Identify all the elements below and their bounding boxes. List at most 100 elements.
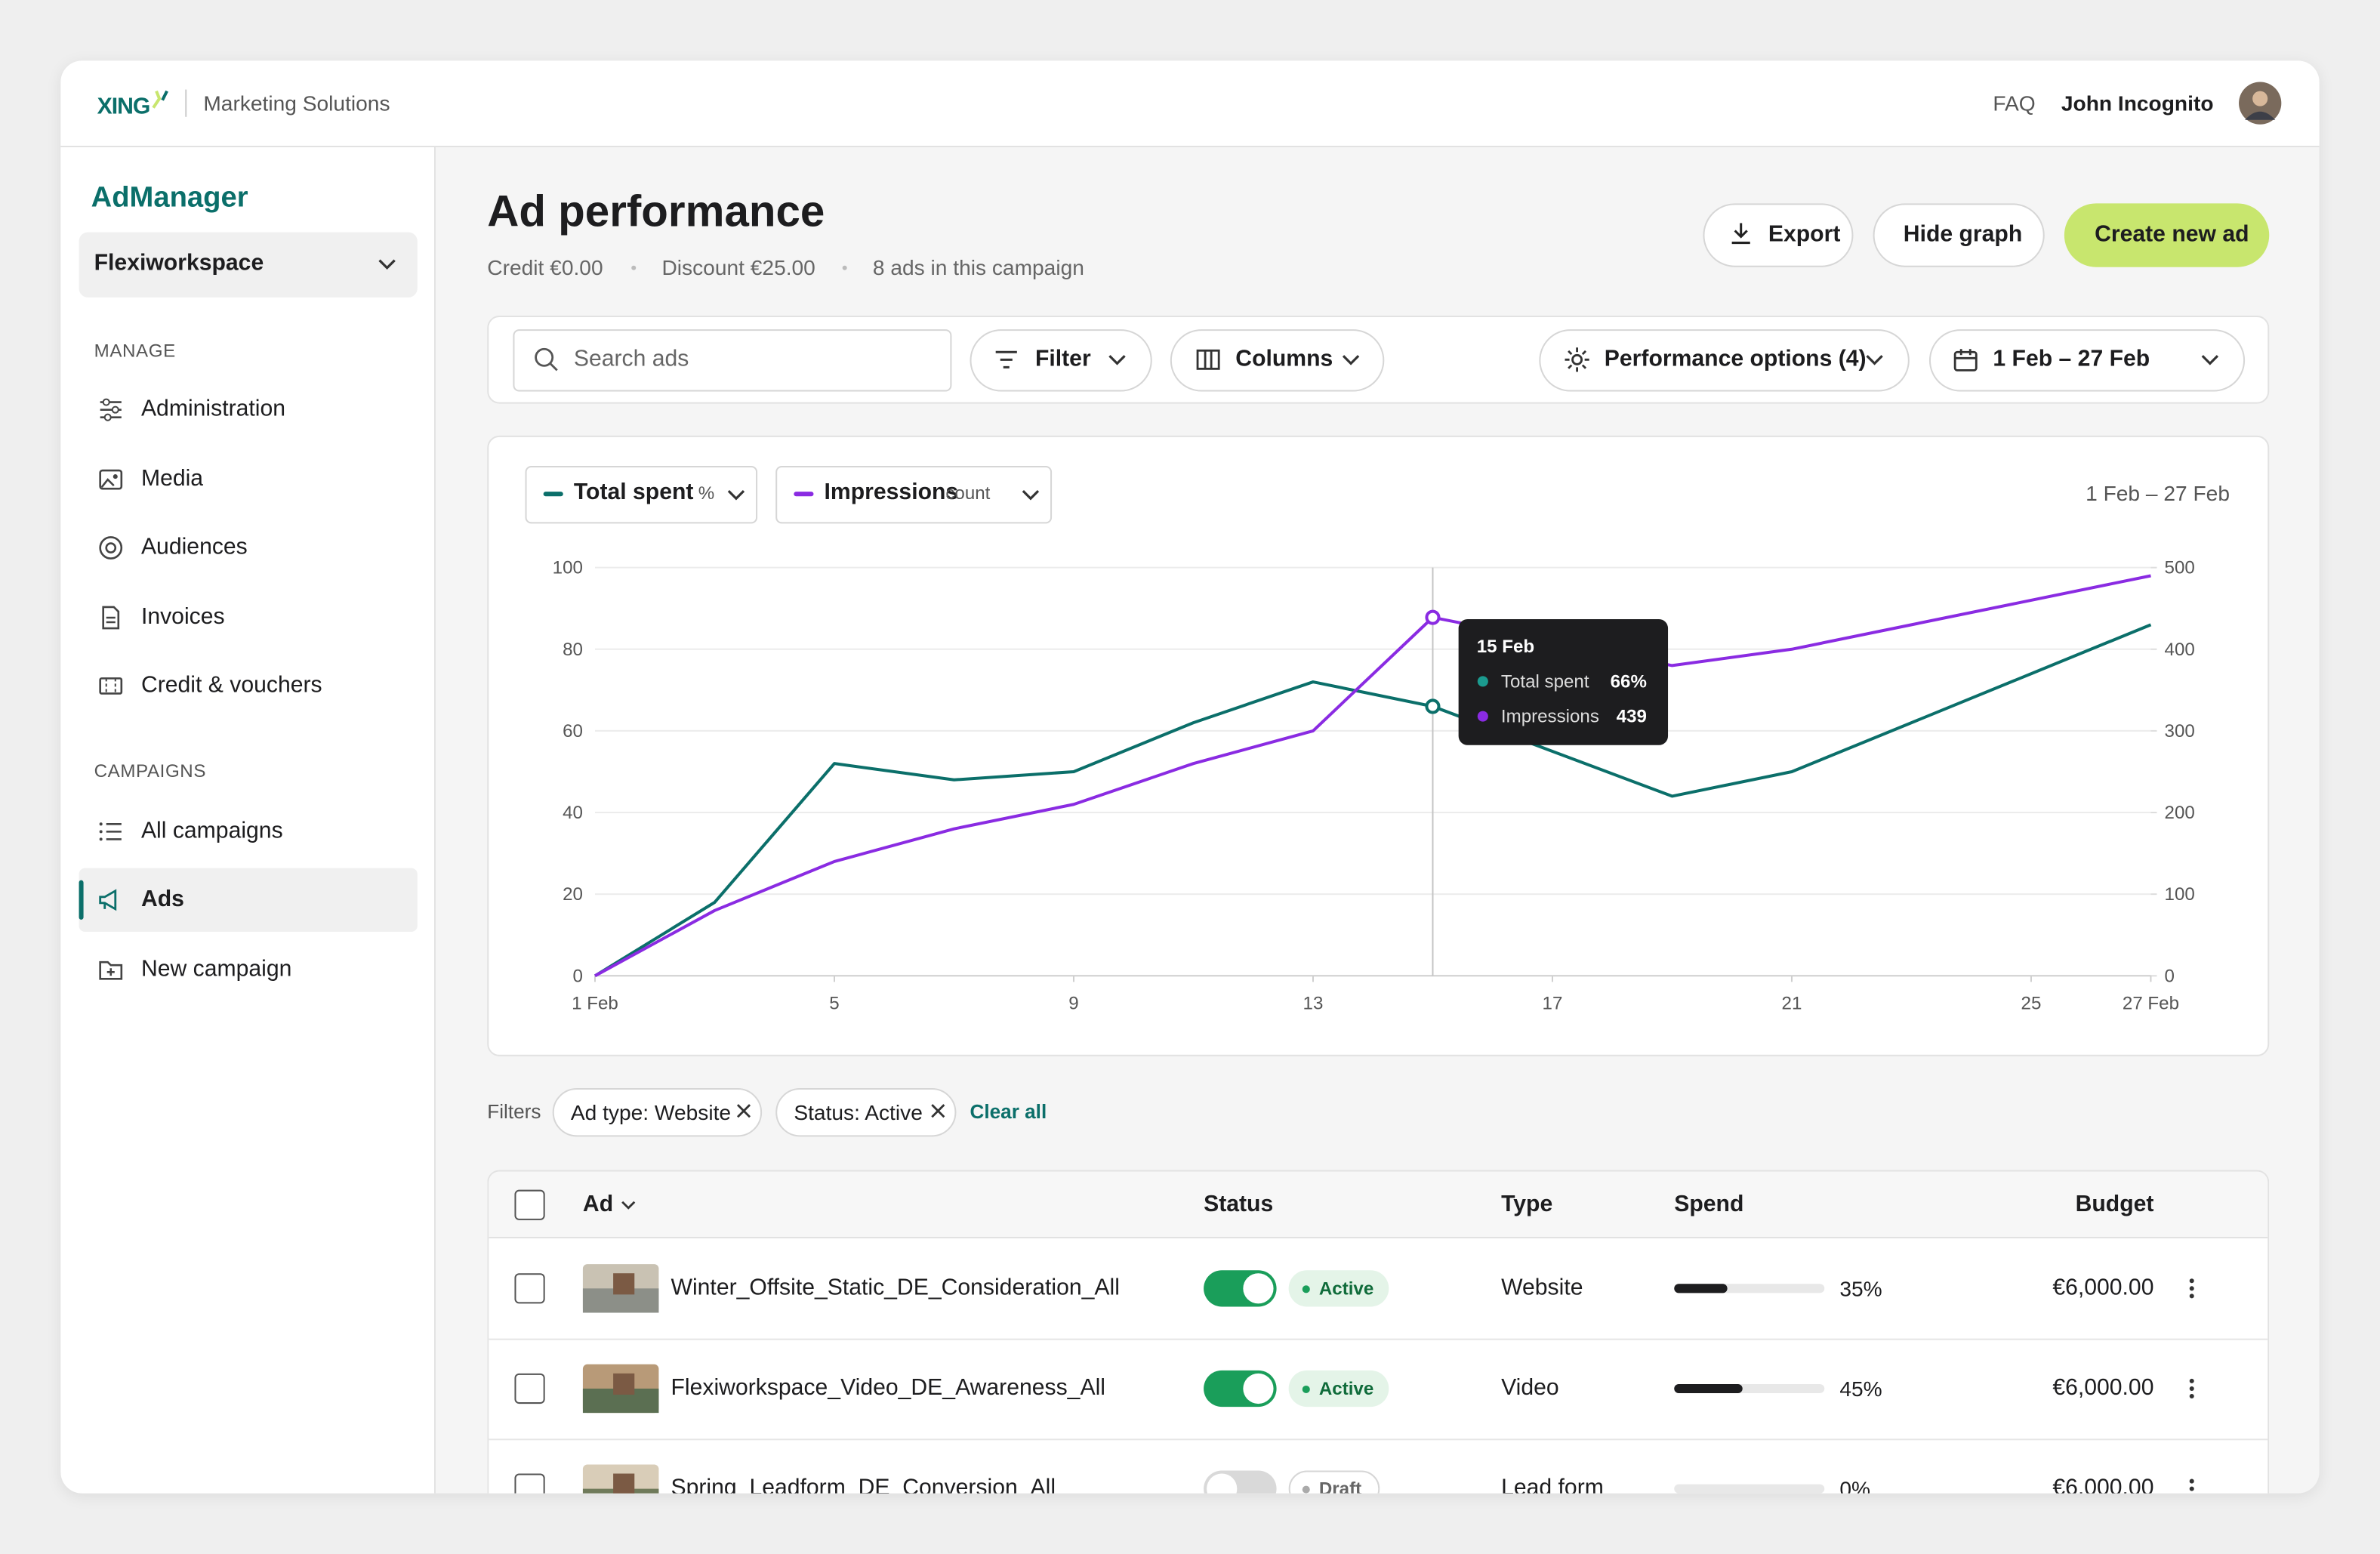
search-input[interactable] xyxy=(513,329,952,392)
icon-part xyxy=(99,536,123,560)
status-dot xyxy=(1302,1285,1310,1293)
nav-icon xyxy=(99,677,123,695)
checkbox[interactable] xyxy=(514,1373,545,1404)
nav-item[interactable]: New campaign xyxy=(140,956,292,982)
user-name: John Incognito xyxy=(2061,91,2214,116)
x-tick-label: 5 xyxy=(829,994,839,1014)
legend-unit: count xyxy=(945,483,991,504)
columns-icon xyxy=(1196,349,1220,370)
dropdown[interactable] xyxy=(1928,329,2246,392)
nav-item[interactable]: Administration xyxy=(140,396,286,422)
checkbox[interactable] xyxy=(514,1189,545,1220)
checkbox[interactable] xyxy=(514,1473,545,1494)
clear-all[interactable]: Clear all xyxy=(970,1100,1047,1124)
section-title: CAMPAIGNS xyxy=(94,760,207,782)
column-header[interactable]: Ad xyxy=(582,1191,614,1217)
app-name: AdManager xyxy=(91,182,248,214)
active-indicator xyxy=(79,880,84,920)
row-menu xyxy=(2189,1378,2194,1399)
ad-name[interactable]: Flexiworkspace_Video_DE_Awareness_All xyxy=(671,1374,1105,1401)
button[interactable] xyxy=(1703,203,1854,267)
icon-part xyxy=(1955,349,1977,359)
ad-name[interactable]: Spring_Leadform_DE_Conversion_All xyxy=(671,1475,1056,1494)
column-header[interactable]: Type xyxy=(1501,1191,1553,1217)
nav-item[interactable]: Audiences xyxy=(140,534,248,560)
toggle-knob xyxy=(1243,1373,1274,1404)
icon-part xyxy=(1866,355,1883,365)
nav-item[interactable]: Media xyxy=(140,466,204,492)
legend-chip[interactable] xyxy=(775,466,1053,524)
x-tick-label: 13 xyxy=(1303,994,1324,1014)
column-header[interactable]: Spend xyxy=(1674,1191,1744,1217)
tooltip-value: 66% xyxy=(1611,671,1647,692)
x-tick-label: 1 Feb xyxy=(572,994,618,1014)
nav-icon xyxy=(99,536,123,560)
discount: Discount €25.00 xyxy=(661,254,815,279)
legend-unit: % xyxy=(698,483,715,504)
status-label: Active xyxy=(1318,1377,1374,1400)
y-tick-label: 60 xyxy=(563,721,583,742)
brand-logo: XING xyxy=(97,94,151,120)
icon-part xyxy=(152,90,162,109)
spend-track xyxy=(1674,1484,1825,1494)
nav-item[interactable]: Credit & vouchers xyxy=(140,672,322,698)
legend-chip[interactable] xyxy=(525,466,758,524)
nav-icon xyxy=(99,889,117,911)
y-tick-label: 40 xyxy=(563,803,583,823)
icon-part xyxy=(2189,1394,2194,1399)
hover-point xyxy=(1425,698,1441,714)
button[interactable] xyxy=(1873,203,2045,267)
spend-label: 35% xyxy=(1839,1276,1882,1301)
icon-part xyxy=(549,362,558,372)
icon-part xyxy=(99,822,103,826)
chevron xyxy=(378,259,396,270)
button[interactable] xyxy=(2064,203,2270,267)
status-label: Active xyxy=(1318,1278,1374,1300)
ad-name[interactable]: Winter_Offsite_Static_DE_Consideration_A… xyxy=(671,1275,1120,1301)
checkbox[interactable] xyxy=(514,1273,545,1304)
y-tick-label: 20 xyxy=(563,884,583,905)
y2-tick-label: 400 xyxy=(2165,640,2195,660)
budget: €6,000.00 xyxy=(2052,1275,2154,1301)
filter-chip[interactable] xyxy=(552,1088,763,1137)
y-tick-label: 80 xyxy=(563,640,583,660)
filters-label: Filters xyxy=(487,1100,541,1124)
icon-part xyxy=(2252,91,2268,106)
sidebar xyxy=(60,146,436,1494)
export-label: Export xyxy=(1768,221,1841,248)
icon-part xyxy=(736,1104,751,1118)
nav-item[interactable]: Ads xyxy=(140,886,184,912)
icon-part xyxy=(161,90,168,101)
spend-label: 0% xyxy=(1839,1476,1871,1494)
icon-part xyxy=(99,837,103,841)
ad-thumbnail xyxy=(582,1364,659,1414)
column-header: Budget xyxy=(2075,1191,2154,1217)
performance-label: Performance options (4) xyxy=(1604,346,1867,372)
toggle-knob xyxy=(1243,1273,1274,1304)
icon-part xyxy=(613,1373,635,1395)
nav-item[interactable]: Invoices xyxy=(140,603,225,631)
icon-part xyxy=(1731,223,1750,245)
filter-chip[interactable] xyxy=(775,1088,957,1137)
icon-part xyxy=(99,677,123,695)
chevron xyxy=(1866,355,1883,365)
download-icon xyxy=(1731,223,1750,245)
product-name: Marketing Solutions xyxy=(203,91,390,116)
budget: €6,000.00 xyxy=(2052,1374,2154,1401)
icon-part xyxy=(2189,1293,2194,1299)
faq-link[interactable]: FAQ xyxy=(1993,91,2036,116)
icon-part xyxy=(931,1104,945,1118)
chevron xyxy=(727,490,745,501)
icon-part xyxy=(378,259,396,270)
column-header[interactable]: Status xyxy=(1204,1191,1274,1217)
icon-part xyxy=(106,616,116,624)
account-name: Flexiworkspace xyxy=(94,250,264,276)
dropdown[interactable] xyxy=(1539,329,1910,392)
chevron xyxy=(1022,490,1040,501)
icon-part xyxy=(99,469,123,490)
series-line xyxy=(594,574,2151,978)
nav-item[interactable]: All campaigns xyxy=(140,818,283,844)
account-select[interactable] xyxy=(79,232,418,298)
date-range: 1 Feb – 27 Feb xyxy=(1993,346,2150,372)
